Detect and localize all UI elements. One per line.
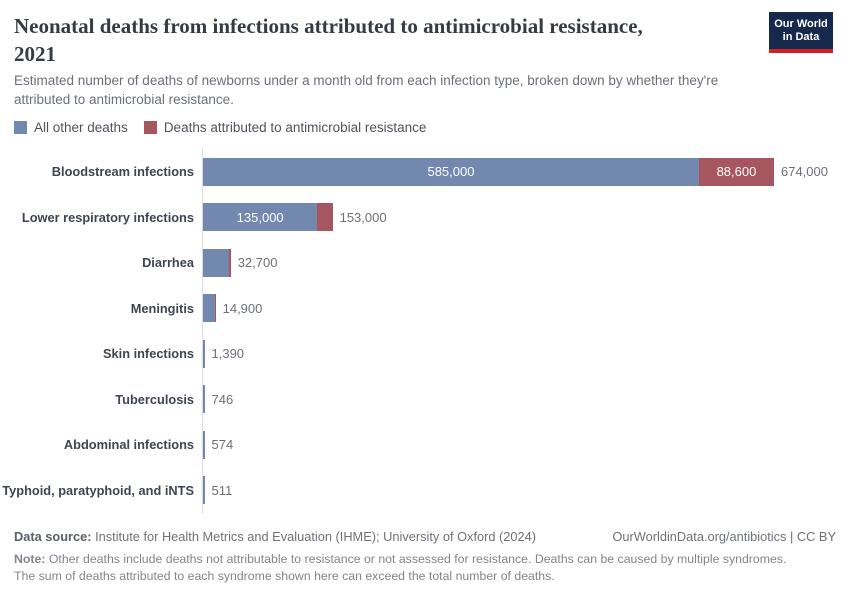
note-label: Note: [14, 552, 46, 566]
category-label: Lower respiratory infections [21, 209, 194, 225]
chart-row: Typhoid, paratyphoid, and iNTS 511 [0, 468, 850, 514]
bar-total-label: 574 [211, 437, 234, 453]
legend-item-all-other-deaths[interactable]: All other deaths [14, 120, 128, 135]
bar-area: 585,000 88,600 674,000 [203, 149, 850, 195]
bar-area: 14,900 [203, 286, 850, 332]
page-title: Neonatal deaths from infections attribut… [14, 14, 643, 66]
bar-area: 746 [203, 377, 850, 423]
bar-total-label: 1,390 [211, 346, 245, 362]
bar-segment-amr-deaths[interactable]: 88,600 [698, 157, 774, 186]
chart-subtitle: Estimated number of deaths of newborns u… [14, 73, 719, 107]
bar-total-label: 746 [211, 391, 234, 407]
data-source-text: Data source: Institute for Health Metric… [14, 529, 537, 544]
chart-row: Skin infections 1,390 [0, 331, 850, 377]
owid-logo-line1: Our World [774, 18, 828, 30]
bar-segment-other-deaths[interactable] [203, 430, 205, 459]
owid-url-link[interactable]: OurWorldinData.org/antibiotics | CC BY [612, 529, 836, 544]
bar-segment-amr-deaths[interactable] [214, 294, 216, 323]
bar-segment-other-deaths[interactable] [203, 385, 205, 414]
chart-row: Tuberculosis 746 [0, 377, 850, 423]
bar-segment-other-deaths[interactable] [203, 248, 229, 277]
category-label: Abdominal infections [63, 437, 194, 453]
chart-row: Abdominal infections 574 [0, 422, 850, 468]
bar-segment-other-deaths[interactable] [203, 476, 205, 505]
chart-row: Meningitis 14,900 [0, 286, 850, 332]
category-label: Typhoid, paratyphoid, and iNTS [2, 482, 194, 498]
bar-total-label: 511 [211, 482, 233, 498]
legend-swatch-blue-icon [14, 121, 27, 134]
bar-segment-other-deaths[interactable]: 135,000 [203, 203, 318, 232]
owid-logo-line2: in Data [782, 31, 820, 43]
legend-label: Deaths attributed to antimicrobial resis… [163, 120, 427, 135]
legend-item-amr-deaths[interactable]: Deaths attributed to antimicrobial resis… [143, 120, 427, 135]
owid-logo[interactable]: Our World in Data [769, 12, 833, 53]
bar-area: 135,000 153,000 [203, 195, 850, 241]
chart-row: Diarrhea 32,700 [0, 240, 850, 286]
category-label: Skin infections [102, 346, 194, 362]
bar-area: 1,390 [203, 331, 850, 377]
category-label: Bloodstream infections [51, 164, 194, 180]
bar-segment-amr-deaths[interactable] [228, 248, 231, 277]
category-label: Diarrhea [142, 255, 194, 271]
chart-note: Note: Other deaths include deaths not at… [14, 552, 787, 583]
bar-total-label: 14,900 [222, 300, 263, 316]
bar-chart: Bloodstream infections 585,000 88,600 674,0… [0, 149, 850, 513]
bar-total-label: 32,700 [237, 255, 278, 271]
bar-area: 574 [203, 422, 850, 468]
category-label: Tuberculosis [115, 391, 194, 407]
bar-total-label: 153,000 [339, 209, 387, 225]
bar-total-label: 674,000 [780, 164, 828, 180]
bar-segment-other-deaths[interactable] [203, 294, 215, 323]
legend-swatch-red-icon [143, 121, 157, 134]
data-source-label: Data source: [14, 529, 92, 544]
bar-value-label: 135,000 [236, 209, 284, 225]
chart-row: Bloodstream infections 585,000 88,600 674,0… [0, 149, 850, 195]
bar-value-label: 88,600 [716, 164, 757, 180]
bar-segment-other-deaths[interactable] [203, 339, 205, 368]
bar-area: 32,700 [203, 240, 850, 286]
bar-segment-other-deaths[interactable]: 585,000 [203, 157, 699, 186]
legend-label: All other deaths [34, 120, 128, 135]
category-label: Meningitis [130, 300, 194, 316]
chart-row: Lower respiratory infections 135,000 153,0… [0, 195, 850, 241]
bar-area: 511 [203, 468, 850, 514]
chart-legend: All other deaths Deaths attributed to an… [14, 120, 426, 135]
bar-value-label: 585,000 [427, 164, 475, 180]
bar-segment-amr-deaths[interactable] [317, 203, 333, 232]
footer-source-row: Data source: Institute for Health Metric… [14, 529, 836, 544]
y-axis-line [202, 149, 203, 513]
